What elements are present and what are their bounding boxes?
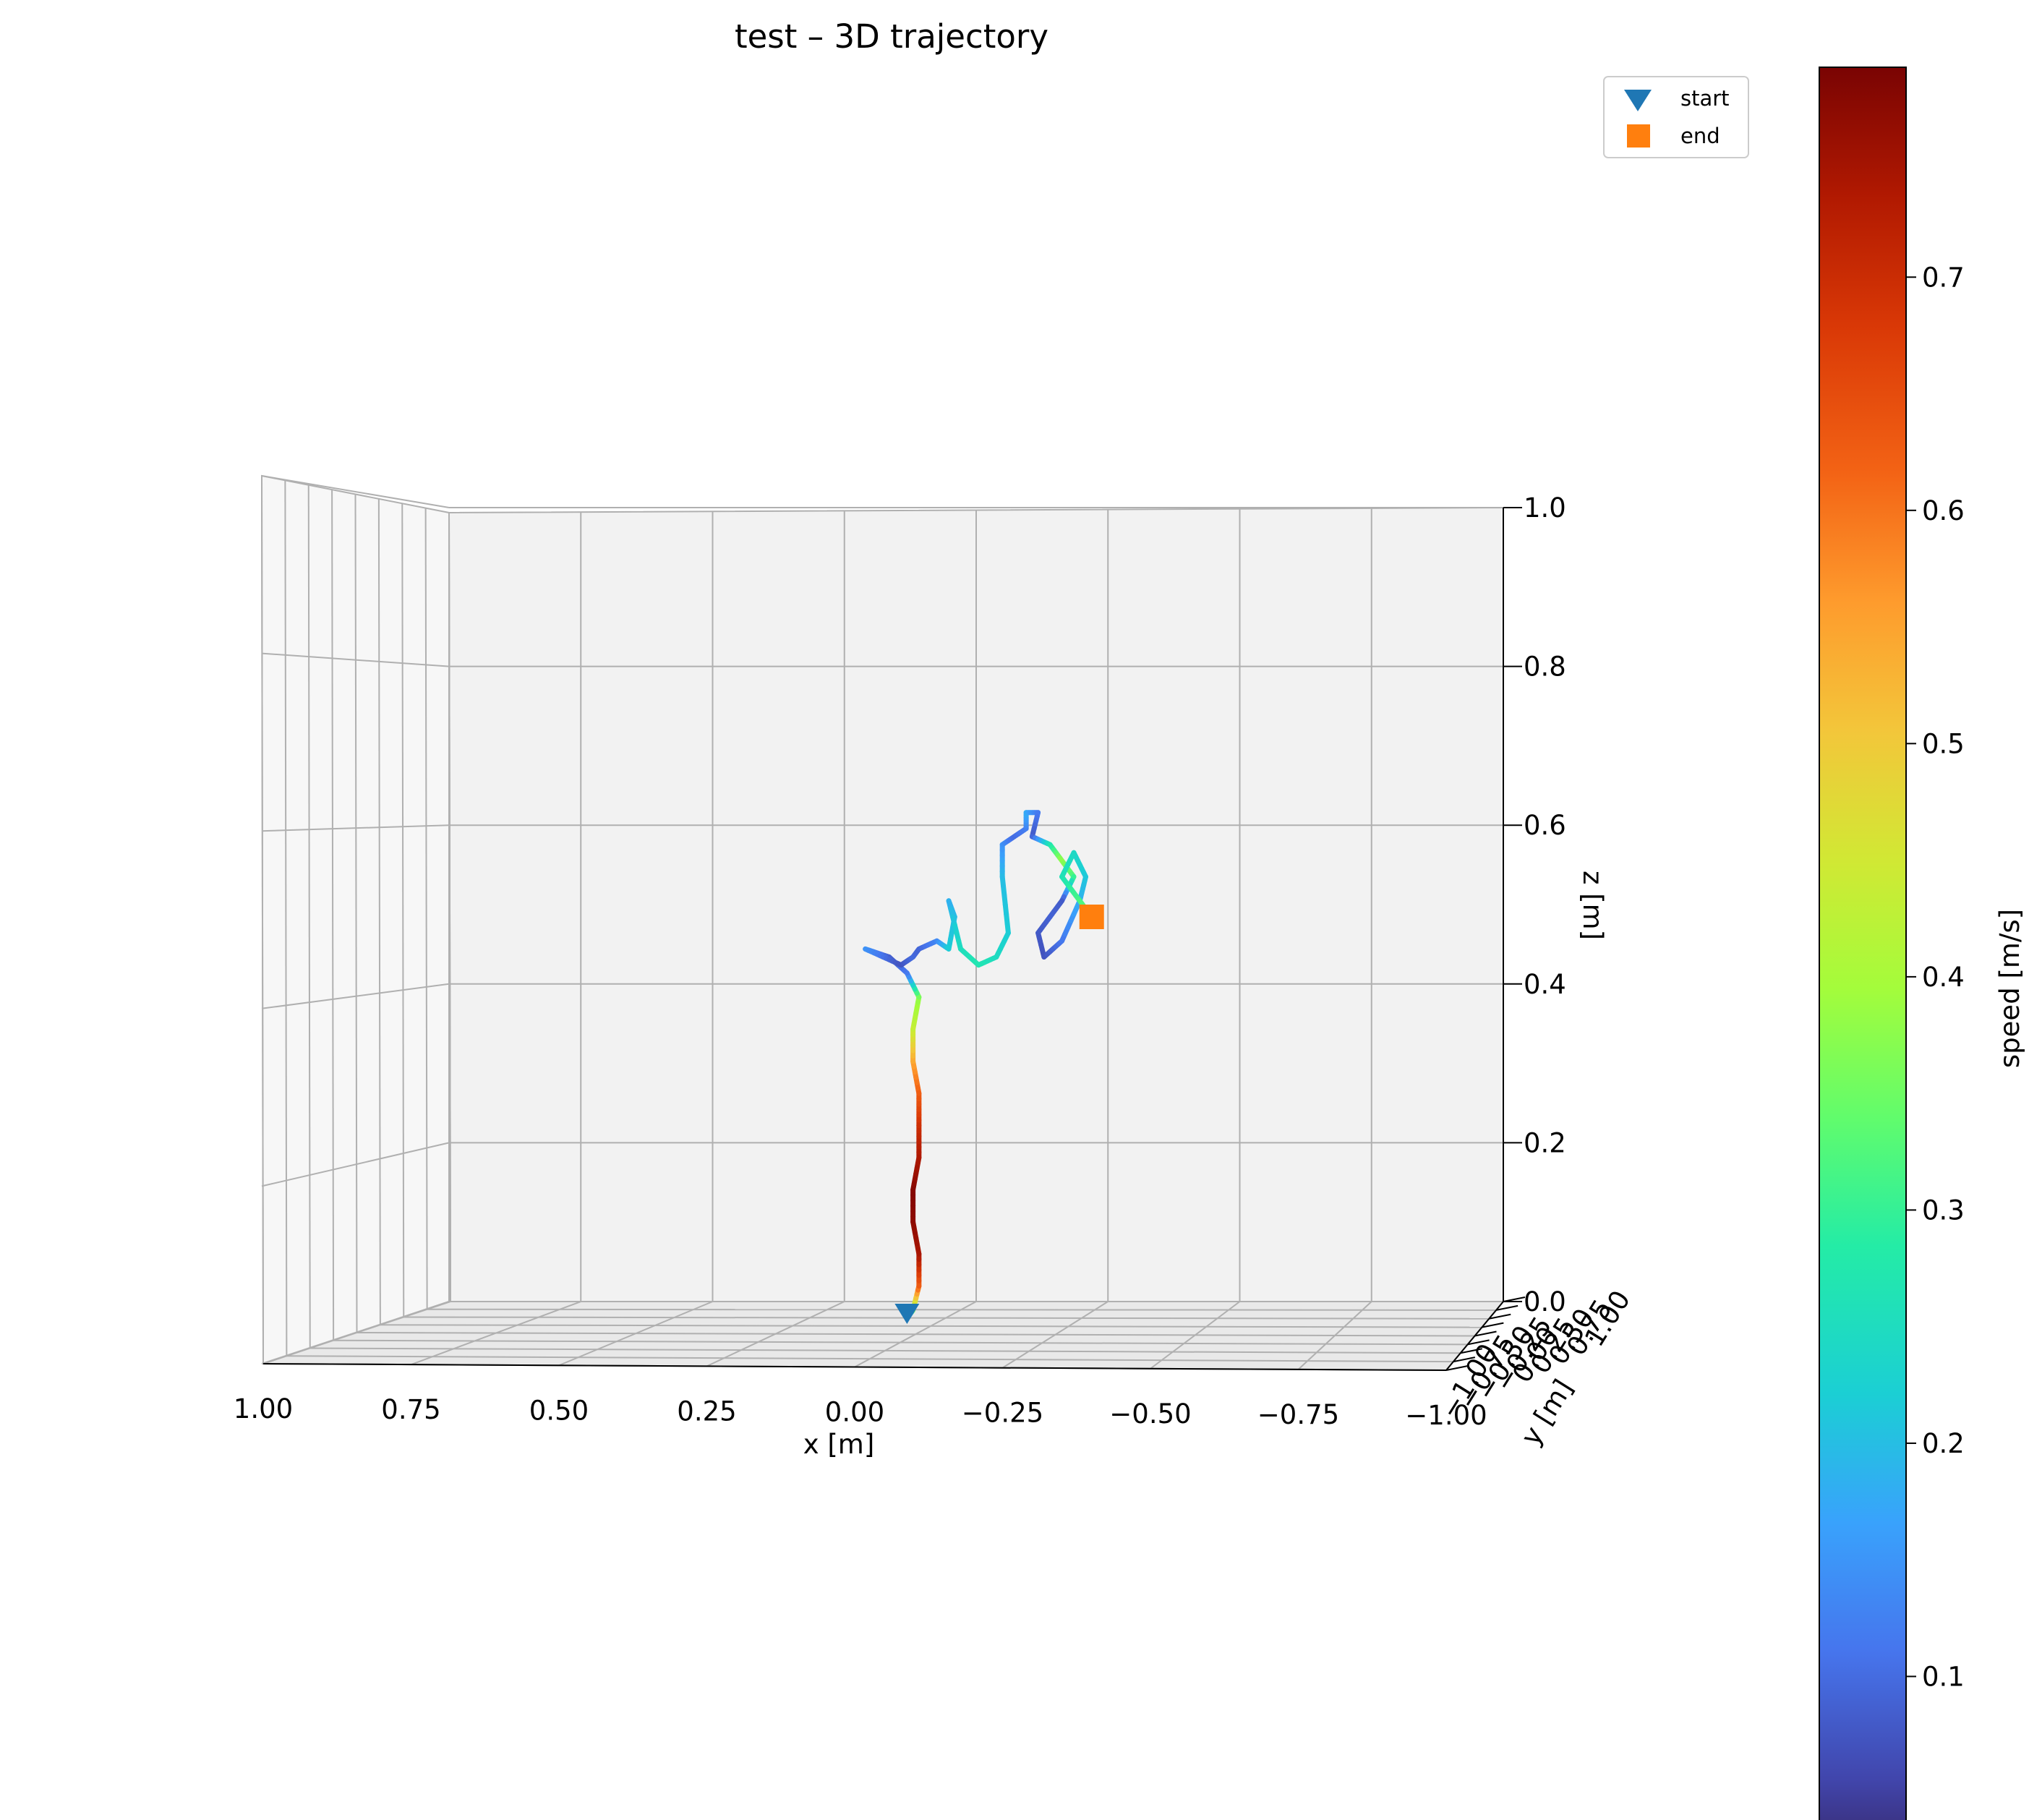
z-tick-label: 0.6	[1524, 810, 1566, 841]
y-side-gridline	[448, 512, 451, 1302]
z-tick-label: 0.2	[1524, 1127, 1566, 1158]
x-tick-label: 0.25	[677, 1396, 736, 1427]
chart-title: test – 3D trajectory	[735, 17, 1048, 56]
x-tick-label: −0.50	[1109, 1398, 1191, 1430]
z-axis-label: z [m]	[1577, 871, 1608, 940]
z-tick-label: 0.8	[1524, 651, 1566, 683]
end-marker	[1079, 905, 1104, 929]
y-axis-line	[1445, 1301, 1504, 1371]
colorbar-tick-label: 0.7	[1922, 262, 1965, 293]
start-marker	[894, 1304, 920, 1324]
z-side-gridline	[261, 475, 450, 508]
y-floor-gridline	[309, 1347, 1461, 1354]
y-side-gridline	[331, 490, 335, 1341]
colorbar	[1819, 67, 1907, 1820]
y-side-gridline	[354, 494, 358, 1333]
y-side-gridline	[424, 508, 428, 1310]
y-tick	[1453, 1357, 1476, 1363]
x-tick-label: 0.50	[529, 1395, 589, 1426]
y-floor-gridline	[333, 1339, 1468, 1346]
x-axis-line	[262, 1363, 1447, 1371]
y-tick	[1482, 1322, 1504, 1328]
colorbar-tick-label: 0.5	[1922, 728, 1965, 759]
y-tick	[1467, 1339, 1490, 1346]
legend: start end	[1603, 76, 1749, 158]
z-side-gridline	[261, 1142, 450, 1187]
panes	[260, 474, 1505, 1372]
y-tick	[1495, 1304, 1518, 1311]
markers	[894, 905, 1104, 1324]
colorbar-tick-label: 0.4	[1922, 962, 1965, 993]
y-side-gridline	[307, 484, 311, 1349]
colorbar-label: speed [m/s]	[1994, 909, 2025, 1068]
x-axis-label: x [m]	[803, 1429, 875, 1460]
legend-start-marker	[1624, 90, 1652, 111]
y-tick	[1445, 1365, 1469, 1371]
y-side-gridline	[284, 480, 288, 1357]
z-side-gridline	[261, 983, 450, 1009]
x-tick-label: 0.00	[825, 1397, 884, 1428]
x-tick-label: 1.00	[234, 1393, 293, 1424]
legend-start-label: start	[1680, 86, 1730, 111]
colorbar-ticks: 0.1 0.2 0.3 0.4 0.5 0.6 0.7	[1906, 262, 1965, 1692]
z-tick-label: 0.0	[1524, 1286, 1566, 1317]
colorbar-tick-label: 0.2	[1922, 1428, 1965, 1459]
y-axis-label: y [m]	[1515, 1374, 1579, 1451]
y-floor-gridline	[403, 1316, 1490, 1320]
legend-end-marker	[1627, 124, 1650, 148]
colorbar-tick-label: 0.3	[1922, 1195, 1965, 1226]
x-tick-label: 0.75	[381, 1394, 440, 1425]
y-tick	[1503, 1296, 1526, 1302]
z-side-gridline	[261, 1301, 450, 1364]
y-tick	[1474, 1330, 1497, 1337]
legend-end-label: end	[1680, 124, 1720, 148]
y-tick	[1460, 1348, 1482, 1354]
x-tick-label: −0.25	[962, 1398, 1043, 1429]
y-floor-gridline	[286, 1355, 1453, 1363]
x-tick-label: −0.75	[1257, 1399, 1339, 1430]
y-tick	[1489, 1313, 1511, 1320]
y-side-gridline	[261, 475, 264, 1364]
y-side-gridline	[401, 503, 405, 1317]
colorbar-tick-label: 0.6	[1922, 495, 1965, 526]
x-tick-label: −1.00	[1405, 1400, 1487, 1431]
z-tick-label: 0.4	[1524, 969, 1566, 1000]
y-floor-gridline	[356, 1332, 1475, 1337]
y-side-gridline	[377, 498, 381, 1325]
y-floor-gridline	[380, 1324, 1482, 1328]
colorbar-tick-label: 0.1	[1922, 1661, 1965, 1692]
z-tick-label: 1.0	[1524, 492, 1566, 524]
